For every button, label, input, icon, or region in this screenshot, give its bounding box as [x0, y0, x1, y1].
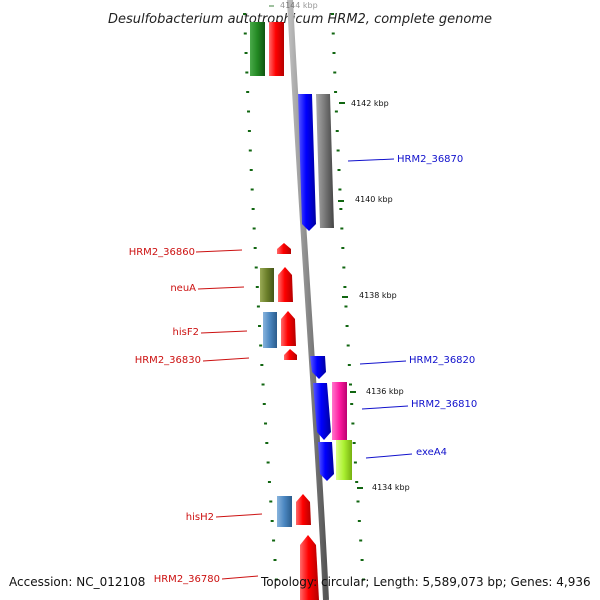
gene-pink: [332, 382, 347, 440]
gene-label-HRM2_36820[interactable]: HRM2_36820: [409, 355, 475, 366]
genome-title: Desulfobacterium autotrophicum HRM2, com…: [108, 12, 492, 27]
gene-label-exeA4[interactable]: exeA4: [416, 447, 447, 458]
gene-label-HRM2_36810[interactable]: HRM2_36810: [411, 399, 477, 410]
gene-neuA-red: [278, 267, 293, 302]
gene-exeA4-blue: [318, 442, 334, 481]
gene-outer-red-top: [269, 22, 284, 76]
gene-outer-green: [250, 22, 265, 76]
gene-label-HRM2_36830[interactable]: HRM2_36830: [135, 355, 201, 366]
gene-label-HRM2_36870[interactable]: HRM2_36870: [397, 154, 463, 165]
gene-features: [250, 22, 352, 600]
gene-HRM2_36820: [310, 356, 326, 379]
gene-label-HRM2_36860[interactable]: HRM2_36860: [129, 247, 195, 258]
tick-label-4140: 4140 kbp: [355, 195, 393, 204]
gene-hisH2: [277, 496, 292, 527]
label-connectors: [195, 158, 413, 580]
tick-label-4134: 4134 kbp: [372, 483, 410, 492]
kbp-ticks: 4144 kbp 4142 kbp 4140 kbp 4138 kbp 4136…: [269, 1, 410, 492]
gene-exeA4: [336, 440, 352, 480]
tick-label-top: 4144 kbp: [280, 1, 318, 10]
gene-label-HRM2_36780[interactable]: HRM2_36780: [154, 574, 220, 585]
accession-text: Accession: NC_012108: [9, 575, 146, 589]
topology-text: Topology: circular; Length: 5,589,073 bp…: [261, 575, 591, 589]
gene-HRM2_36780: [300, 535, 319, 600]
genome-backbone: [287, 0, 329, 600]
gene-labels: HRM2_36860 neuA hisF2 HRM2_36830 hisH2 H…: [129, 154, 478, 585]
tick-label-4138: 4138 kbp: [359, 291, 397, 300]
gene-hisF2: [263, 312, 277, 348]
gene-HRM2_36830: [284, 349, 297, 360]
dashed-rings: [243, 13, 365, 581]
gene-hisF2-red: [281, 311, 296, 346]
gene-label-hisF2[interactable]: hisF2: [173, 327, 199, 338]
gene-gray: [316, 94, 334, 228]
gene-label-neuA[interactable]: neuA: [170, 283, 196, 294]
gene-HRM2_36860: [277, 243, 291, 254]
gene-neuA: [260, 268, 274, 302]
gene-HRM2_36810: [313, 383, 331, 440]
tick-label-4136: 4136 kbp: [366, 387, 404, 396]
gene-HRM2_36870-blue: [298, 94, 316, 231]
gene-hisH2-red: [296, 494, 311, 525]
gene-label-hisH2[interactable]: hisH2: [186, 512, 214, 523]
tick-label-4142: 4142 kbp: [351, 99, 389, 108]
